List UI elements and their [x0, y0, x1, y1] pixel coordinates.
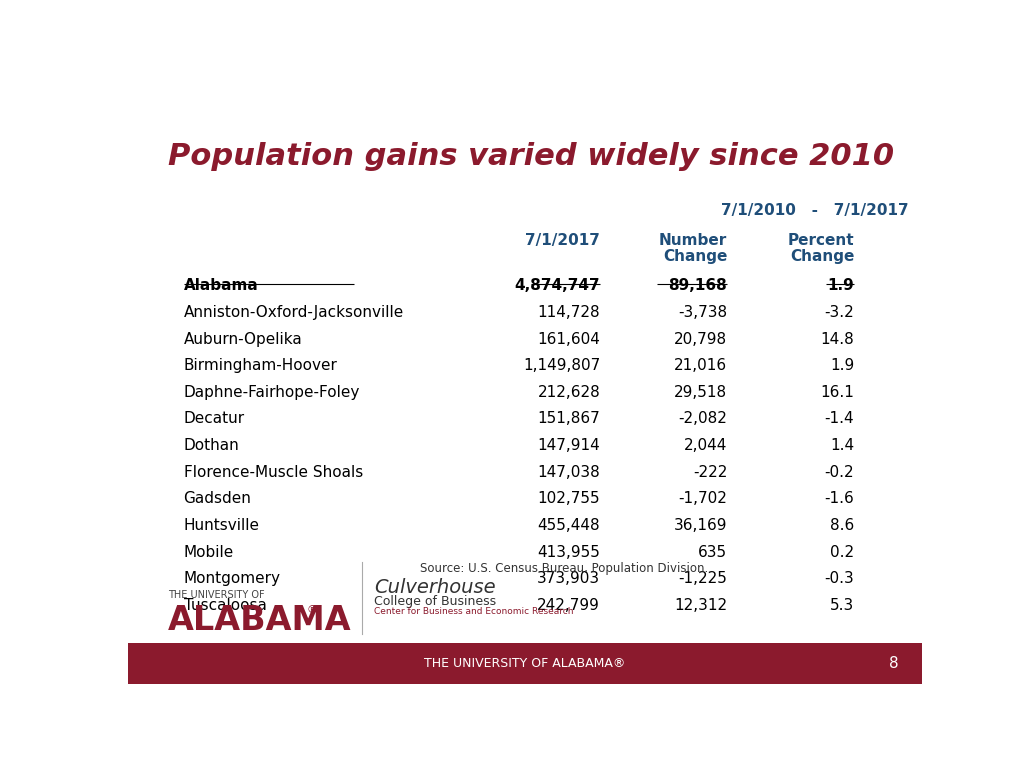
Text: 2,044: 2,044	[684, 438, 727, 453]
Text: 7/1/2010   -   7/1/2017: 7/1/2010 - 7/1/2017	[721, 203, 908, 218]
Text: 21,016: 21,016	[674, 358, 727, 373]
Text: 20,798: 20,798	[674, 332, 727, 346]
Text: Tuscaloosa: Tuscaloosa	[183, 598, 266, 613]
Text: Gadsden: Gadsden	[183, 492, 252, 506]
Text: 151,867: 151,867	[538, 412, 600, 426]
Text: 7/1/2017: 7/1/2017	[525, 233, 600, 248]
Text: 4,874,747: 4,874,747	[515, 279, 600, 293]
Text: 29,518: 29,518	[674, 385, 727, 400]
Text: Auburn-Opelika: Auburn-Opelika	[183, 332, 302, 346]
Text: -222: -222	[693, 465, 727, 480]
Text: -1.6: -1.6	[824, 492, 854, 506]
Text: Change: Change	[790, 249, 854, 264]
Text: 102,755: 102,755	[538, 492, 600, 506]
Text: Percent: Percent	[787, 233, 854, 248]
Text: 0.2: 0.2	[830, 545, 854, 560]
Text: 1.4: 1.4	[830, 438, 854, 453]
Text: Number: Number	[658, 233, 727, 248]
Text: 1.9: 1.9	[829, 358, 854, 373]
Text: -0.2: -0.2	[824, 465, 854, 480]
Text: 12,312: 12,312	[674, 598, 727, 613]
Text: 242,799: 242,799	[538, 598, 600, 613]
Text: Alabama: Alabama	[183, 279, 258, 293]
Text: Florence-Muscle Shoals: Florence-Muscle Shoals	[183, 465, 362, 480]
Text: Huntsville: Huntsville	[183, 518, 259, 533]
Text: 212,628: 212,628	[538, 385, 600, 400]
Text: Culverhouse: Culverhouse	[374, 578, 496, 598]
Text: -1,702: -1,702	[678, 492, 727, 506]
FancyBboxPatch shape	[128, 644, 922, 684]
Text: 373,903: 373,903	[537, 571, 600, 586]
Text: 455,448: 455,448	[538, 518, 600, 533]
Text: -1,225: -1,225	[678, 571, 727, 586]
Text: 14.8: 14.8	[820, 332, 854, 346]
Text: 5.3: 5.3	[829, 598, 854, 613]
Text: Decatur: Decatur	[183, 412, 245, 426]
Text: 114,728: 114,728	[538, 305, 600, 320]
Text: 161,604: 161,604	[538, 332, 600, 346]
Text: College of Business: College of Business	[374, 595, 497, 607]
Text: 147,914: 147,914	[538, 438, 600, 453]
Text: THE UNIVERSITY OF: THE UNIVERSITY OF	[168, 590, 264, 600]
Text: Mobile: Mobile	[183, 545, 233, 560]
Text: Birmingham-Hoover: Birmingham-Hoover	[183, 358, 338, 373]
Text: 89,168: 89,168	[669, 279, 727, 293]
Text: 36,169: 36,169	[674, 518, 727, 533]
Text: 8: 8	[889, 656, 899, 671]
Text: -3,738: -3,738	[678, 305, 727, 320]
Text: -3.2: -3.2	[824, 305, 854, 320]
Text: Dothan: Dothan	[183, 438, 240, 453]
Text: Change: Change	[663, 249, 727, 264]
Text: -0.3: -0.3	[824, 571, 854, 586]
Text: THE UNIVERSITY OF ALABAMA®: THE UNIVERSITY OF ALABAMA®	[424, 657, 626, 670]
Text: 413,955: 413,955	[538, 545, 600, 560]
Text: -1.4: -1.4	[824, 412, 854, 426]
Text: Montgomery: Montgomery	[183, 571, 281, 586]
Text: 8.6: 8.6	[829, 518, 854, 533]
Text: 1.9: 1.9	[827, 279, 854, 293]
Text: Source: U.S. Census Bureau, Population Division.: Source: U.S. Census Bureau, Population D…	[421, 562, 709, 575]
Text: 147,038: 147,038	[538, 465, 600, 480]
Text: 1,149,807: 1,149,807	[523, 358, 600, 373]
Text: -2,082: -2,082	[678, 412, 727, 426]
Text: Population gains varied widely since 2010: Population gains varied widely since 201…	[168, 142, 894, 171]
Text: ®: ®	[306, 605, 317, 615]
Text: 16.1: 16.1	[820, 385, 854, 400]
Text: ALABAMA: ALABAMA	[168, 604, 351, 637]
Text: Daphne-Fairhope-Foley: Daphne-Fairhope-Foley	[183, 385, 359, 400]
Text: 635: 635	[698, 545, 727, 560]
Text: Center for Business and Economic Research: Center for Business and Economic Researc…	[374, 607, 573, 616]
Text: Anniston-Oxford-Jacksonville: Anniston-Oxford-Jacksonville	[183, 305, 403, 320]
